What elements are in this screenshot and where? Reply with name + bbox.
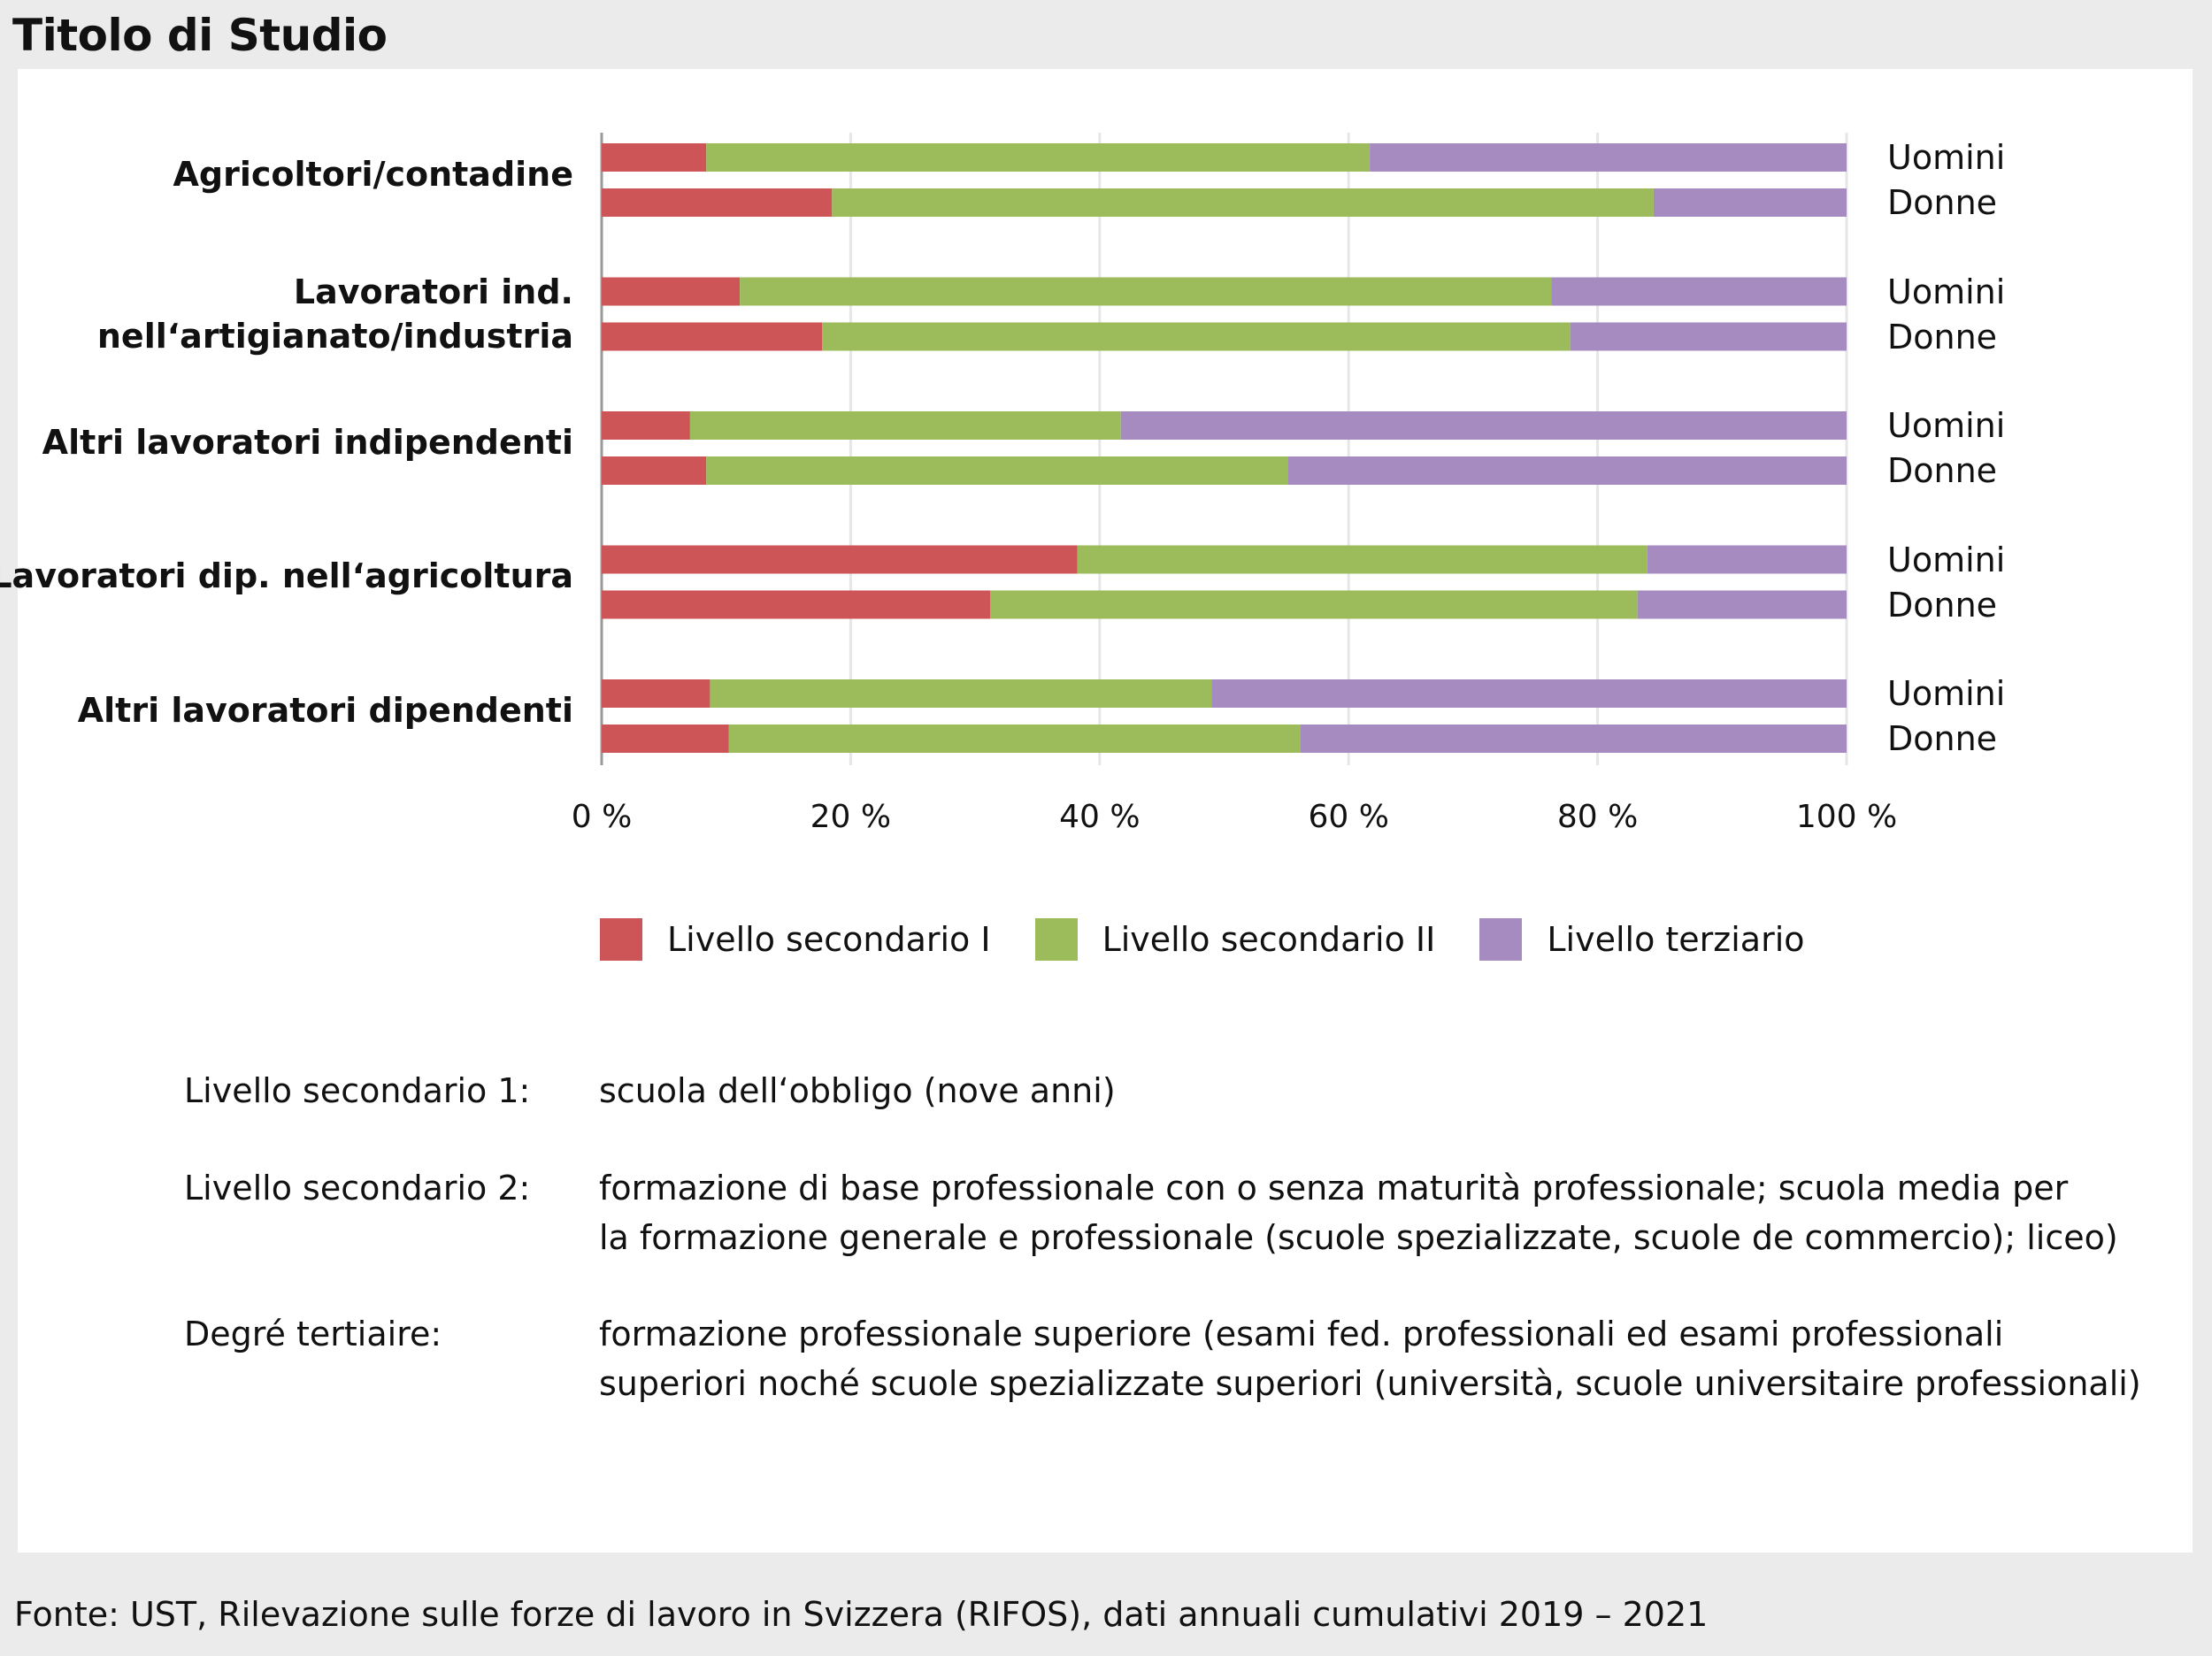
bar-segment-1-donne-2 [832,188,1654,217]
bar-segment-1-donne-3 [1653,188,1847,217]
bar-segment-3-donne-1 [602,456,707,485]
category-label-line: Lavoratori ind. [293,272,573,311]
legend-item-tertiary: Livello terziario [1479,917,1805,962]
definition-text-secondary-2-line-1: formazione di base professionale con o s… [599,1169,2069,1208]
bar-segment-2-donne-3 [1570,322,1847,351]
definition-text-secondary-2-line-2: la formazione generale e professionale (… [599,1218,2118,1257]
category-label: Lavoratori ind. nell‘artigianato/industri… [97,270,573,358]
bar-segment-3-uomini-3 [1120,411,1847,440]
x-tick-label: 60 % [1308,799,1388,835]
bar-segment-1-donne-1 [602,188,833,217]
bar-segment-2-uomini-3 [1551,277,1847,306]
chart-title: Titolo di Studio [12,10,388,61]
legend-item-secondary-2: Livello secondario II [1034,917,1436,962]
legend-swatch-tertiary [1479,918,1523,961]
category-label-line: Altri lavoratori indipendenti [42,422,573,462]
bar-segment-2-donne-2 [822,322,1571,351]
row-label-donne: Donne [1887,451,1998,490]
definition-text-secondary-1-line-1: scuola dell‘obbligo (nove anni) [599,1071,1116,1110]
definition-term-secondary-2: Livello secondario 2: [184,1169,531,1208]
x-tick-label: 0 % [572,799,633,835]
bar-segment-3-uomini-1 [602,411,690,440]
bar-segment-5-donne-3 [1300,724,1847,753]
row-label-donne: Donne [1887,183,1998,222]
category-label: Altri lavoratori indipendenti [42,420,573,464]
category-label: Altri lavoratori dipendenti [78,688,573,732]
legend-swatch-secondary-2 [1034,918,1078,961]
bar-segment-1-uomini-2 [706,143,1371,172]
bar-segment-1-uomini-3 [1370,143,1847,172]
legend-swatch-secondary-1 [600,918,642,961]
row-label-donne: Donne [1887,317,1998,356]
row-label-uomini: Uomini [1887,406,2006,445]
bar-segment-1-uomini-1 [602,143,707,172]
legend-label-secondary-1: Livello secondario I [667,920,991,959]
definition-term-tertiary: Degré tertiaire: [184,1315,442,1353]
bar-segment-5-uomini-2 [710,679,1212,708]
source-note: Fonte: UST, Rilevazione sulle forze di l… [14,1595,1709,1634]
row-label-uomini: Uomini [1887,540,2006,579]
bar-segment-5-uomini-1 [602,679,710,708]
bar-segment-4-donne-2 [989,590,1638,619]
bar-segment-5-donne-2 [728,724,1301,753]
row-label-donne: Donne [1887,719,1998,758]
legend: Livello secondario I Livello secondario … [600,917,1849,962]
legend-label-tertiary: Livello terziario [1547,920,1805,959]
x-tick-label: 80 % [1557,799,1638,835]
x-tick-label: 40 % [1059,799,1140,835]
bar-segment-2-uomini-1 [602,277,741,306]
row-label-donne: Donne [1887,585,1998,625]
bar-segment-4-uomini-2 [1077,545,1647,574]
row-label-uomini: Uomini [1887,674,2006,713]
category-label-line: nell‘artigianato/industria [96,317,573,356]
bar-segment-2-uomini-2 [740,277,1552,306]
row-label-uomini: Uomini [1887,138,2006,177]
definition-text-tertiary-line-1: formazione professionale superiore (esam… [599,1315,2004,1353]
bar-segment-3-donne-2 [706,456,1288,485]
bar-segment-5-donne-1 [602,724,729,753]
category-label-line: Lavoratori dip. nell‘agricoltura [0,556,573,595]
chart-panel [18,69,2193,1552]
category-label-line: Agricoltori/contadine [173,154,574,194]
legend-label-secondary-2: Livello secondario II [1102,920,1436,959]
row-label-uomini: Uomini [1887,272,2006,311]
definition-term-secondary-1: Livello secondario 1: [184,1071,531,1110]
bar-segment-2-donne-1 [602,322,823,351]
bar-segment-3-donne-3 [1287,456,1847,485]
bar-segment-3-uomini-2 [689,411,1121,440]
bar-segment-4-uomini-3 [1647,545,1847,574]
bar-segment-5-uomini-3 [1211,679,1847,708]
x-tick-label: 100 % [1796,799,1897,835]
category-label: Agricoltori/contadine [173,152,574,196]
bar-segment-4-uomini-1 [602,545,1078,574]
legend-item-secondary-1: Livello secondario I [600,917,991,962]
definition-text-tertiary-line-2: superiori noché scuole spezializzate sup… [599,1364,2141,1403]
x-tick-label: 20 % [810,799,891,835]
category-label: Lavoratori dip. nell‘agricoltura [0,554,573,598]
bar-segment-4-donne-3 [1637,590,1847,619]
category-label-line: Altri lavoratori dipendenti [77,690,573,730]
bar-segment-4-donne-1 [602,590,990,619]
